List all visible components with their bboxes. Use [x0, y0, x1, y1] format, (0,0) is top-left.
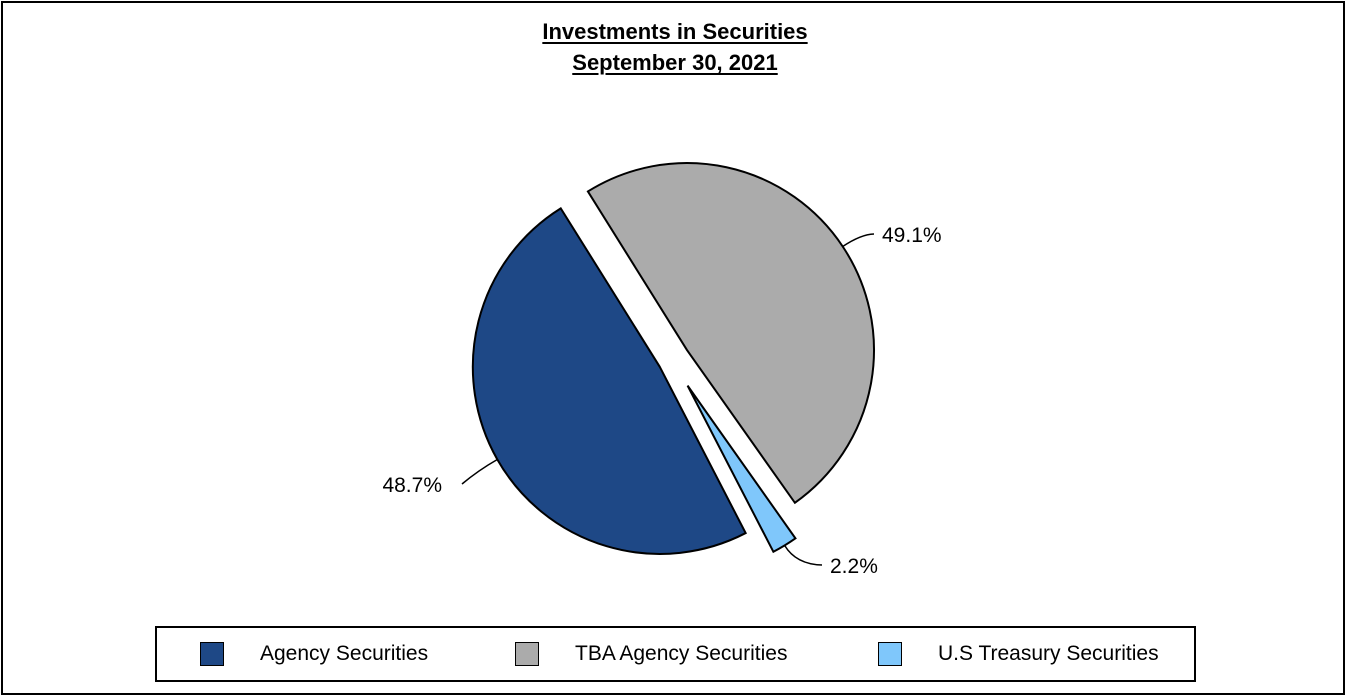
legend-label-tba: TBA Agency Securities	[575, 642, 788, 665]
data-label-treasury: 2.2%	[830, 555, 878, 578]
legend-item-agency: Agency Securities	[200, 628, 428, 680]
legend-item-tba: TBA Agency Securities	[515, 628, 787, 680]
chart-title-block: Investments in Securities September 30, …	[0, 16, 1350, 78]
data-label-agency: 48.7%	[382, 474, 442, 497]
leader-line-treasury	[784, 545, 823, 566]
data-label-tba: 49.1%	[882, 224, 942, 247]
legend-item-treasury: U.S Treasury Securities	[878, 628, 1159, 680]
leader-line-tba	[842, 233, 875, 248]
legend-label-treasury: U.S Treasury Securities	[938, 642, 1159, 665]
legend-swatch-tba	[515, 642, 539, 666]
leader-line-agency	[461, 458, 498, 485]
pie-slice-tba	[586, 162, 875, 505]
legend-label-agency: Agency Securities	[260, 642, 429, 665]
chart-legend: Agency Securities TBA Agency Securities …	[155, 626, 1196, 682]
legend-swatch-agency	[200, 642, 224, 666]
chart-title: Investments in Securities	[542, 19, 808, 44]
chart-subtitle: September 30, 2021	[572, 50, 778, 75]
pie-slice-agency	[471, 206, 748, 555]
legend-swatch-treasury	[878, 642, 902, 666]
